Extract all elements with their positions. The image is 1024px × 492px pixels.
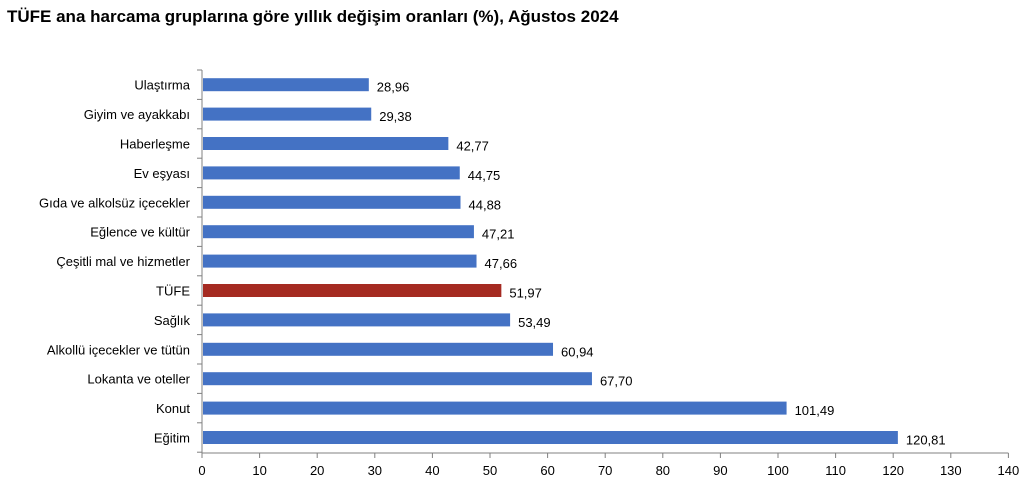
data-label: 29,38 bbox=[379, 109, 412, 124]
x-tick-label: 90 bbox=[713, 463, 727, 478]
bar bbox=[203, 431, 898, 444]
category-label: Eğitim bbox=[154, 431, 190, 446]
x-tick-label: 110 bbox=[825, 463, 846, 478]
category-label: Ev eşyası bbox=[134, 166, 190, 181]
data-label: 47,21 bbox=[482, 227, 515, 242]
data-label: 120,81 bbox=[906, 433, 946, 448]
x-tick-label: 140 bbox=[998, 463, 1020, 478]
bar-highlight bbox=[203, 284, 502, 297]
category-label: Gıda ve alkolsüz içecekler bbox=[39, 195, 191, 210]
data-label: 53,49 bbox=[518, 315, 551, 330]
x-tick-label: 10 bbox=[252, 463, 266, 478]
data-label: 67,70 bbox=[600, 374, 633, 389]
category-label: Alkollü içecekler ve tütün bbox=[47, 342, 190, 357]
data-label: 44,88 bbox=[469, 197, 502, 212]
x-tick-label: 80 bbox=[656, 463, 670, 478]
x-tick-label: 50 bbox=[483, 463, 497, 478]
data-label: 44,75 bbox=[468, 168, 501, 183]
data-label: 51,97 bbox=[509, 286, 542, 301]
category-label: Lokanta ve oteller bbox=[87, 372, 190, 387]
bar bbox=[203, 401, 787, 415]
bar bbox=[203, 137, 449, 150]
x-tick-label: 20 bbox=[310, 463, 324, 478]
category-label: Sağlık bbox=[154, 313, 191, 328]
bar bbox=[203, 195, 461, 209]
category-label: Haberleşme bbox=[120, 137, 190, 152]
x-tick-label: 60 bbox=[540, 463, 554, 478]
category-label: Giyim ve ayakkabı bbox=[84, 107, 190, 122]
data-label: 28,96 bbox=[377, 80, 410, 95]
bar bbox=[203, 78, 369, 92]
data-label: 60,94 bbox=[561, 344, 594, 359]
category-label: TÜFE bbox=[156, 284, 190, 299]
bar bbox=[203, 107, 372, 121]
bar bbox=[203, 313, 511, 327]
x-tick-label: 100 bbox=[767, 463, 789, 478]
category-label: Çeşitli mal ve hizmetler bbox=[56, 254, 190, 269]
chart-title: TÜFE ana harcama gruplarına göre yıllık … bbox=[7, 7, 619, 26]
x-tick-label: 120 bbox=[882, 463, 904, 478]
bar bbox=[203, 225, 474, 239]
x-tick-label: 40 bbox=[425, 463, 439, 478]
category-label: Ulaştırma bbox=[134, 78, 190, 93]
x-tick-label: 0 bbox=[198, 463, 205, 478]
x-tick-label: 70 bbox=[598, 463, 612, 478]
bar bbox=[203, 254, 477, 268]
x-tick-label: 130 bbox=[940, 463, 962, 478]
data-label: 42,77 bbox=[456, 139, 489, 154]
bar bbox=[203, 372, 592, 386]
bar bbox=[203, 342, 554, 356]
data-label: 101,49 bbox=[795, 403, 835, 418]
bar bbox=[203, 166, 460, 180]
category-label: Eğlence ve kültür bbox=[90, 225, 190, 240]
data-label: 47,66 bbox=[485, 256, 518, 271]
x-tick-label: 30 bbox=[368, 463, 382, 478]
category-label: Konut bbox=[156, 401, 190, 416]
